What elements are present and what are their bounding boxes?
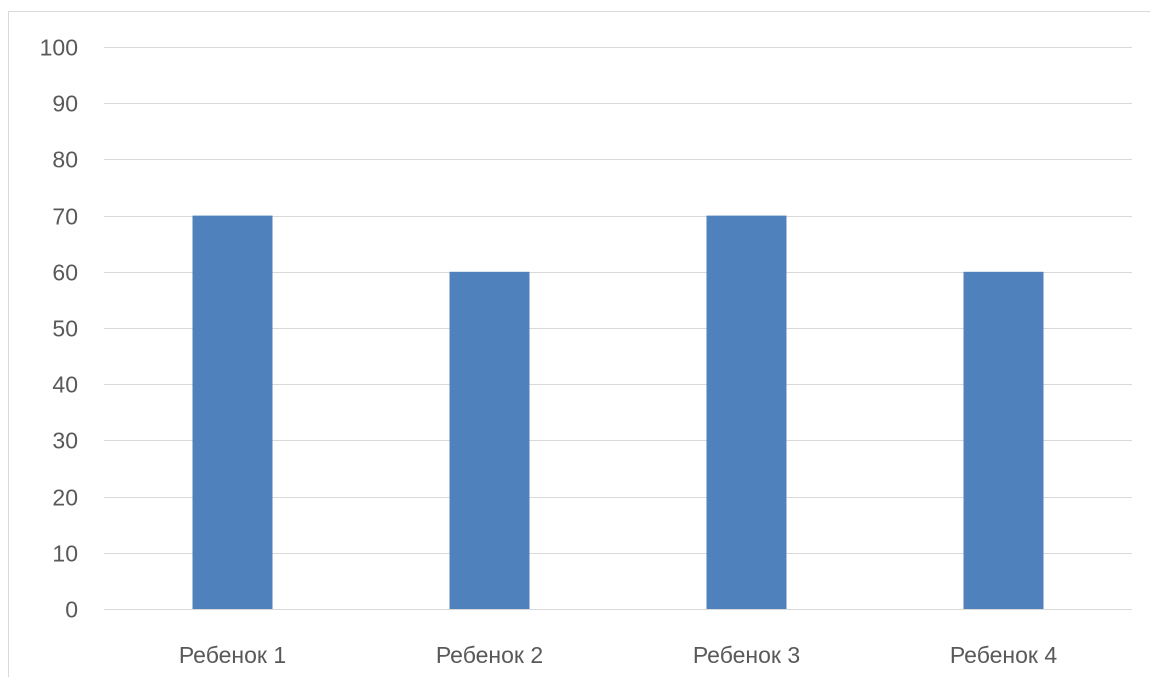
y-tick-label: 100 [40, 35, 78, 61]
y-tick-label: 70 [52, 204, 78, 230]
chart-frame-left [8, 11, 9, 677]
y-tick-label: 60 [52, 260, 78, 286]
y-tick-label: 40 [52, 372, 78, 398]
y-tick-label: 10 [52, 541, 78, 567]
y-tick-label: 80 [52, 147, 78, 173]
bar [706, 215, 787, 609]
x-tick-labels: Ребенок 1 Ребенок 2 Ребенок 3 Ребенок 4 [179, 642, 1058, 668]
x-tick-label: Ребенок 4 [950, 642, 1058, 668]
bar [963, 271, 1044, 609]
x-tick-label: Ребенок 3 [693, 642, 800, 668]
y-tick-labels: 0 10 20 30 40 50 60 70 80 90 100 [40, 35, 78, 623]
chart-frame-top [8, 11, 1150, 12]
y-tick-label: 50 [52, 316, 78, 342]
y-tick-label: 0 [65, 597, 78, 623]
bar [449, 271, 530, 609]
x-tick-label: Ребенок 1 [179, 642, 286, 668]
bars [192, 215, 1044, 609]
x-tick-label: Ребенок 2 [436, 642, 543, 668]
y-tick-label: 20 [52, 485, 78, 511]
y-tick-label: 30 [52, 428, 78, 454]
gridlines [104, 47, 1132, 610]
bar [192, 215, 273, 609]
y-tick-label: 90 [52, 91, 78, 117]
